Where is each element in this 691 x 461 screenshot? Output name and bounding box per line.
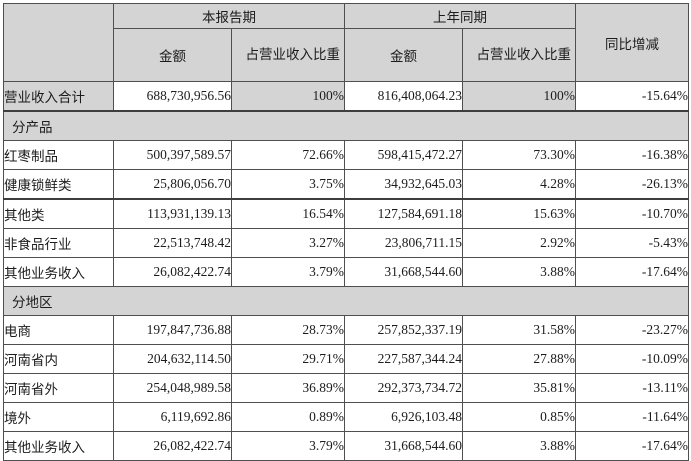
prior-amount-cell: 127,584,691.18 — [344, 198, 463, 229]
current-amount-cell: 500,397,589.57 — [113, 140, 232, 170]
prior-ratio-cell: 0.85% — [462, 402, 576, 432]
prior-ratio-cell: 3.88% — [462, 257, 576, 287]
prior-amount-cell: 23,806,711.15 — [344, 228, 463, 258]
row-label-cell: 健康锁鲜类 — [3, 169, 114, 200]
yoy-cell: -23.27% — [575, 315, 689, 345]
table-row: 非食品行业 22,513,748.42 3.27% 23,806,711.15 … — [3, 228, 689, 258]
yoy-cell: -10.70% — [575, 198, 689, 229]
row-label-cell: 其他类 — [3, 198, 114, 229]
yoy-cell: -17.64% — [575, 257, 689, 287]
header-row-groups: 本报告期 上年同期 同比增减 — [3, 3, 689, 82]
column-header-prior-ratio-label: 占营业收入比重 — [476, 46, 571, 62]
current-ratio-cell: 0.89% — [231, 402, 345, 432]
prior-amount-cell: 6,926,103.48 — [344, 402, 463, 432]
current-amount-cell: 197,847,736.88 — [113, 315, 232, 345]
row-label-cell: 境外 — [3, 402, 114, 432]
section-title: 分地区 — [3, 286, 689, 316]
prior-ratio-cell: 31.58% — [462, 315, 576, 345]
current-amount-cell: 113,931,139.13 — [113, 198, 232, 229]
yoy-cell: -13.11% — [575, 373, 689, 403]
prior-amount-cell: 257,852,337.19 — [344, 315, 463, 345]
report-page: 本报告期 上年同期 同比增减 金额 占营业收入比重 金额 占营业收入比重 营业收… — [3, 3, 689, 461]
row-label-cell: 其他业务收入 — [3, 431, 114, 461]
table-row: 河南省内 204,632,114.50 29.71% 227,587,344.2… — [3, 344, 689, 374]
current-ratio-cell: 72.66% — [231, 140, 345, 170]
current-ratio-cell: 3.75% — [231, 169, 345, 200]
table-row: 其他业务收入 26,082,422.74 3.79% 31,668,544.60… — [3, 257, 689, 287]
yoy-cell: -26.13% — [575, 169, 689, 200]
current-ratio-cell: 100% — [231, 81, 345, 112]
row-label-cell: 非食品行业 — [3, 228, 114, 258]
prior-ratio-cell: 3.88% — [462, 431, 576, 461]
group-header-prior-period: 上年同期 — [344, 3, 576, 29]
section-header-row-products: 分产品 — [3, 110, 689, 141]
column-header-prior-amount: 金额 — [344, 28, 463, 82]
row-label-cell: 电商 — [3, 315, 114, 345]
prior-amount-cell: 31,668,544.60 — [344, 257, 463, 287]
row-label-cell: 河南省外 — [3, 373, 114, 403]
current-amount-cell: 688,730,956.56 — [113, 81, 232, 112]
current-amount-cell: 6,119,692.86 — [113, 402, 232, 432]
table-row: 境外 6,119,692.86 0.89% 6,926,103.48 0.85%… — [3, 402, 689, 432]
prior-ratio-cell: 4.28% — [462, 169, 576, 200]
prior-ratio-cell: 35.81% — [462, 373, 576, 403]
prior-amount-cell: 598,415,472.27 — [344, 140, 463, 170]
column-header-current-amount: 金额 — [113, 28, 232, 82]
table-row: 其他业务收入 26,082,422.74 3.79% 31,668,544.60… — [3, 431, 689, 461]
corner-cell — [3, 3, 114, 82]
column-header-current-ratio-label: 占营业收入比重 — [245, 46, 340, 62]
revenue-breakdown-table: 本报告期 上年同期 同比增减 金额 占营业收入比重 金额 占营业收入比重 营业收… — [3, 3, 689, 461]
column-header-yoy-change: 同比增减 — [575, 3, 689, 82]
current-amount-cell: 26,082,422.74 — [113, 257, 232, 287]
prior-amount-cell: 292,373,734.72 — [344, 373, 463, 403]
table-row: 红枣制品 500,397,589.57 72.66% 598,415,472.2… — [3, 140, 689, 170]
prior-amount-cell: 227,587,344.24 — [344, 344, 463, 374]
prior-amount-cell: 34,932,645.03 — [344, 169, 463, 200]
current-amount-cell: 22,513,748.42 — [113, 228, 232, 258]
group-header-current-period: 本报告期 — [113, 3, 345, 29]
yoy-cell: -11.64% — [575, 402, 689, 432]
column-header-prior-ratio: 占营业收入比重 — [462, 28, 576, 82]
table-row: 其他类 113,931,139.13 16.54% 127,584,691.18… — [3, 198, 689, 229]
header-row-columns: 金额 占营业收入比重 金额 占营业收入比重 — [4, 28, 689, 82]
total-revenue-row: 营业收入合计 688,730,956.56 100% 816,408,064.2… — [3, 81, 689, 112]
prior-ratio-cell: 100% — [462, 81, 576, 112]
current-ratio-cell: 29.71% — [231, 344, 345, 374]
current-ratio-cell: 16.54% — [231, 198, 345, 229]
current-ratio-cell: 3.79% — [231, 431, 345, 461]
prior-ratio-cell: 73.30% — [462, 140, 576, 170]
yoy-cell: -16.38% — [575, 140, 689, 170]
column-header-current-ratio: 占营业收入比重 — [231, 28, 345, 82]
table-row: 健康锁鲜类 25,806,056.70 3.75% 34,932,645.03 … — [3, 169, 689, 200]
prior-amount-cell: 31,668,544.60 — [344, 431, 463, 461]
section-header-row-regions: 分地区 — [3, 286, 689, 316]
current-ratio-cell: 3.27% — [231, 228, 345, 258]
prior-ratio-cell: 27.88% — [462, 344, 576, 374]
prior-ratio-cell: 2.92% — [462, 228, 576, 258]
yoy-cell: -5.43% — [575, 228, 689, 258]
table-row: 河南省外 254,048,989.58 36.89% 292,373,734.7… — [3, 373, 689, 403]
yoy-cell: -17.64% — [575, 431, 689, 461]
current-ratio-cell: 3.79% — [231, 257, 345, 287]
current-ratio-cell: 36.89% — [231, 373, 345, 403]
current-amount-cell: 204,632,114.50 — [113, 344, 232, 374]
row-label-cell: 红枣制品 — [3, 140, 114, 170]
row-label-cell: 营业收入合计 — [3, 81, 114, 112]
current-ratio-cell: 28.73% — [231, 315, 345, 345]
prior-ratio-cell: 15.63% — [462, 198, 576, 229]
row-label-cell: 河南省内 — [3, 344, 114, 374]
table-row: 电商 197,847,736.88 28.73% 257,852,337.19 … — [3, 315, 689, 345]
current-amount-cell: 254,048,989.58 — [113, 373, 232, 403]
yoy-cell: -10.09% — [575, 344, 689, 374]
current-amount-cell: 25,806,056.70 — [113, 169, 232, 200]
prior-amount-cell: 816,408,064.23 — [344, 81, 463, 112]
row-label-cell: 其他业务收入 — [3, 257, 114, 287]
current-amount-cell: 26,082,422.74 — [113, 431, 232, 461]
section-title: 分产品 — [3, 110, 689, 141]
yoy-cell: -15.64% — [575, 81, 689, 112]
